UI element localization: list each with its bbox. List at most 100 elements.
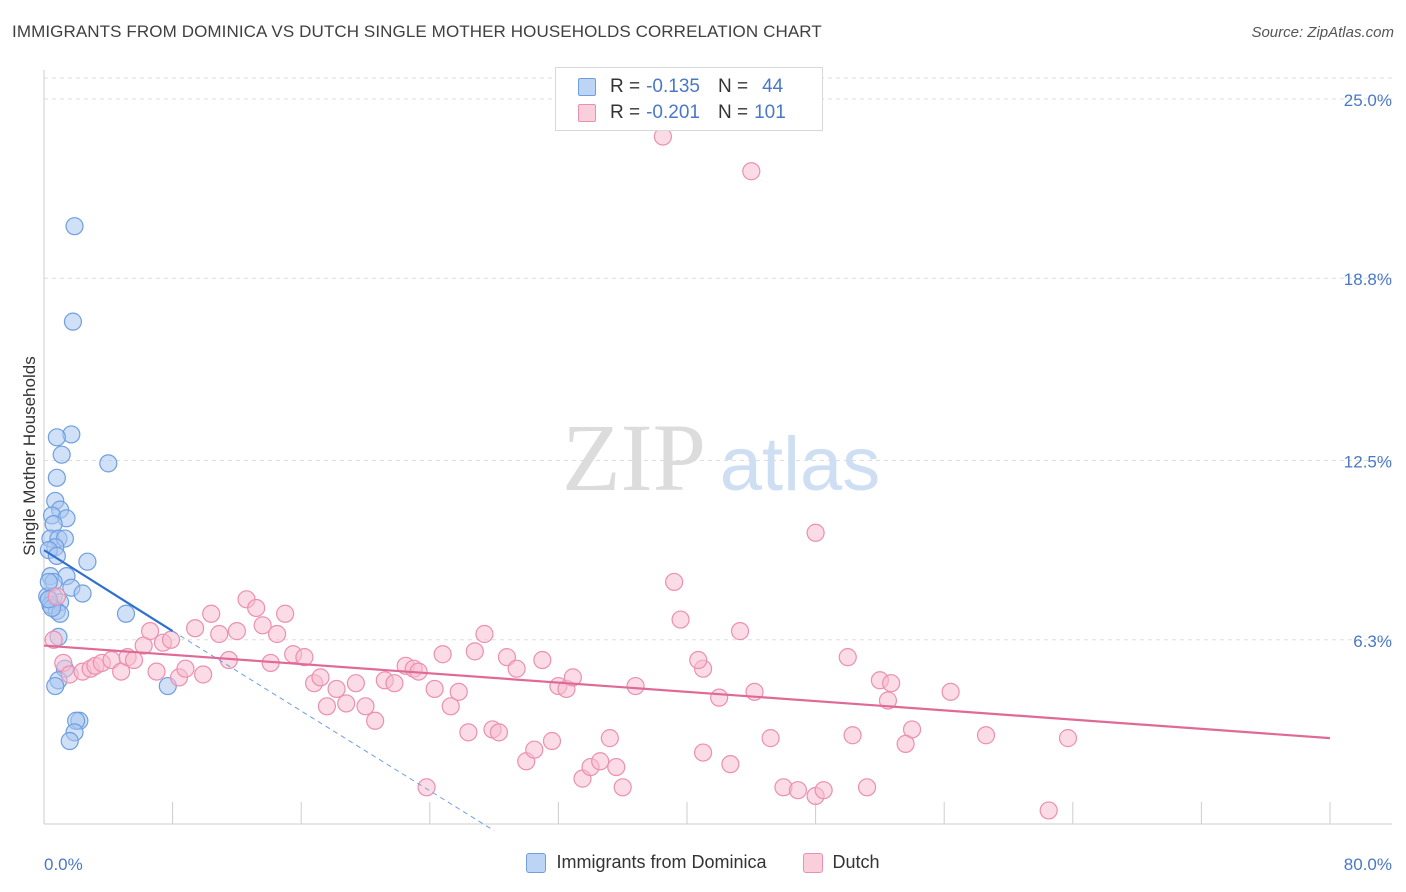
dutch-point — [176, 659, 195, 678]
x-tick-label: 80.0% — [1344, 855, 1392, 874]
watermark: ZIP atlas — [562, 404, 880, 511]
dutch-point — [227, 622, 246, 641]
legend-r-value: -0.201 — [646, 102, 700, 123]
dutch-point — [425, 679, 444, 699]
dutch-point — [475, 624, 494, 644]
dutch-point — [525, 740, 544, 759]
dutch-point — [356, 697, 375, 716]
legend-label-dutch: Dutch — [832, 852, 880, 872]
dutch-point — [253, 616, 272, 635]
dutch-point — [788, 781, 808, 800]
dutch-point — [276, 604, 295, 623]
dutch-point — [433, 645, 452, 664]
dominica-point — [52, 445, 71, 464]
dutch-point — [311, 668, 330, 687]
dutch-point — [1058, 729, 1078, 748]
dutch-point — [267, 624, 287, 644]
gridlines — [44, 77, 1392, 641]
dutch-point — [814, 781, 833, 800]
dutch-point — [147, 662, 166, 681]
dutch-point — [44, 630, 63, 649]
correlation-legend: R = -0.135 N = 44 R = -0.201 N = 101 — [555, 67, 823, 131]
dutch-point — [441, 697, 460, 716]
dominica-point — [116, 604, 136, 623]
data-points — [38, 127, 1078, 820]
dutch-point — [563, 668, 582, 687]
dutch-point — [730, 622, 750, 641]
dutch-point — [613, 778, 632, 797]
source-credit: Source: ZipAtlas.com — [1251, 24, 1394, 41]
dutch-point — [194, 665, 213, 684]
y-axis-label: Single Mother Households — [20, 356, 39, 556]
dutch-point — [671, 610, 690, 629]
dutch-point — [896, 734, 915, 754]
y-tick-label: 12.5% — [1344, 452, 1392, 471]
legend-swatch-pink — [802, 852, 823, 873]
axes — [43, 70, 1392, 825]
dutch-point — [600, 729, 619, 748]
dominica-point — [47, 468, 66, 487]
legend-r-label: R = — [610, 76, 641, 97]
dutch-point — [346, 674, 365, 693]
y-tick-label: 6.3% — [1353, 632, 1392, 651]
dutch-point — [449, 682, 468, 701]
dutch-point — [337, 694, 356, 713]
dutch-point — [366, 711, 385, 730]
legend-swatch-blue — [578, 78, 596, 96]
legend-n-label: N = — [717, 102, 749, 123]
series-legend: Immigrants from Dominica Dutch — [0, 852, 1406, 873]
legend-row-dominica: R = -0.135 N = 44 — [578, 74, 783, 100]
dominica-point — [78, 552, 97, 571]
watermark-zip: ZIP — [562, 404, 706, 511]
legend-n-value: 44 — [762, 76, 784, 97]
dutch-point — [857, 778, 877, 797]
dutch-point — [806, 523, 825, 542]
dutch-point — [385, 674, 404, 693]
dutch-point — [607, 757, 626, 777]
legend-r-value: -0.135 — [646, 76, 700, 97]
dutch-point — [47, 587, 66, 606]
legend-label-dominica: Immigrants from Dominica — [556, 852, 767, 872]
dominica-point — [39, 572, 58, 592]
chart-title: IMMIGRANTS FROM DOMINICA VS DUTCH SINGLE… — [12, 22, 822, 41]
dutch-point — [247, 598, 266, 618]
legend-swatch-blue — [526, 852, 547, 873]
dutch-point — [721, 755, 740, 774]
dutch-point — [417, 778, 436, 797]
dominica-point — [99, 454, 118, 473]
dutch-point — [710, 688, 729, 707]
dominica-trend-extension — [172, 630, 495, 832]
dutch-point — [626, 676, 645, 696]
tick-labels: 6.3% 12.5% 18.8% 25.0% 0.0% 80.0% — [44, 91, 1392, 874]
dominica-point — [47, 428, 66, 447]
dutch-point — [210, 624, 229, 644]
dutch-point — [533, 650, 552, 670]
dutch-point — [742, 162, 761, 181]
dutch-point — [591, 752, 610, 771]
dutch-point — [140, 622, 160, 641]
y-tick-label: 18.8% — [1344, 270, 1392, 289]
dutch-point — [489, 723, 509, 742]
legend-row-dutch: R = -0.201 N = 101 — [578, 100, 786, 126]
dutch-trend-line — [43, 644, 1331, 740]
dominica-trend-line — [43, 549, 174, 633]
dutch-point — [465, 642, 484, 661]
dutch-point — [507, 659, 526, 678]
dutch-point — [317, 697, 337, 716]
dutch-point — [186, 619, 205, 638]
dominica-point — [46, 676, 65, 696]
dutch-point — [761, 729, 780, 748]
legend-item-dutch[interactable]: Dutch — [802, 852, 880, 873]
legend-swatch-pink — [578, 104, 596, 122]
trend-lines — [43, 549, 1331, 832]
dutch-point — [124, 650, 144, 670]
dutch-point — [838, 648, 857, 667]
dutch-point — [542, 731, 562, 751]
dutch-point — [693, 743, 713, 762]
y-tick-label: 25.0% — [1344, 91, 1392, 110]
dutch-point — [459, 723, 478, 742]
legend-item-dominica[interactable]: Immigrants from Dominica — [526, 852, 767, 873]
dutch-point — [941, 682, 960, 701]
dutch-point — [665, 572, 684, 592]
